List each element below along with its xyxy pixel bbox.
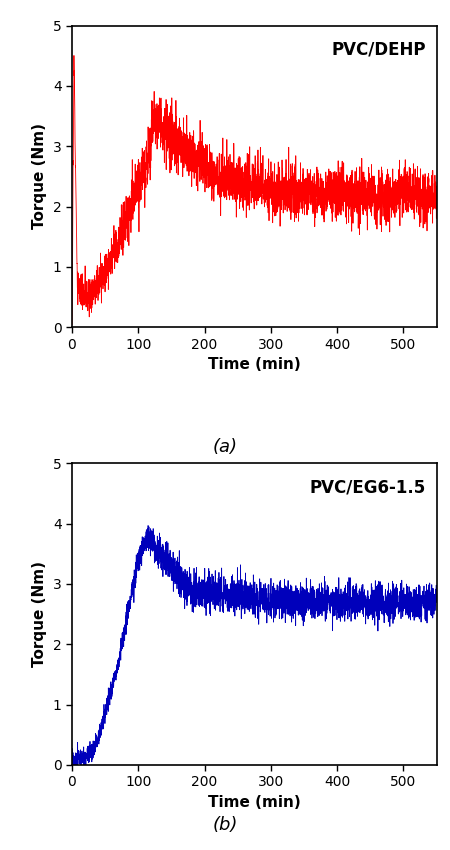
Text: (b): (b) [212,816,238,834]
X-axis label: Time (min): Time (min) [208,357,301,372]
Text: PVC/DEHP: PVC/DEHP [331,41,426,59]
Y-axis label: Torque (Nm): Torque (Nm) [32,561,47,667]
Text: PVC/EG6-1.5: PVC/EG6-1.5 [309,479,426,496]
X-axis label: Time (min): Time (min) [208,795,301,810]
Text: (a): (a) [212,438,238,456]
Y-axis label: Torque (Nm): Torque (Nm) [32,123,47,230]
